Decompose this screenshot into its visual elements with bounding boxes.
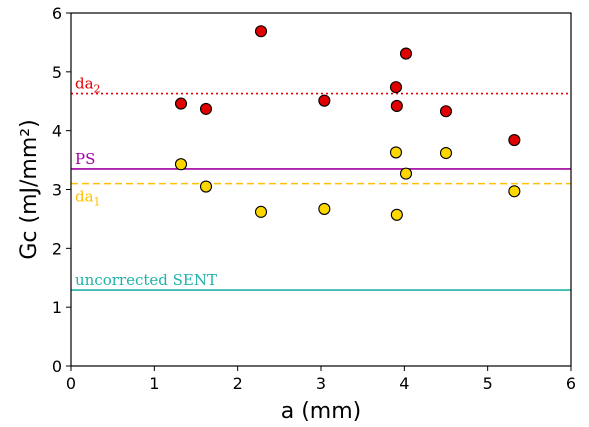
reference-line-label: da1: [75, 188, 101, 209]
reference-line-label: uncorrected SENT: [75, 271, 217, 289]
data-point: [399, 47, 413, 60]
data-point: [390, 208, 403, 221]
y-tick-label: 4: [52, 122, 62, 141]
x-tick-label: 5: [483, 374, 493, 393]
reference-line-label: PS: [75, 150, 95, 168]
y-axis-label: Gc (mJ/mm²): [17, 119, 42, 259]
y-tick-label: 1: [52, 298, 62, 317]
data-point: [508, 185, 521, 198]
data-point: [508, 134, 521, 147]
data-point: [399, 167, 413, 180]
x-tick-label: 4: [399, 374, 409, 393]
data-points: [174, 25, 521, 221]
data-point: [318, 202, 331, 215]
y-tick-label: 2: [52, 239, 62, 258]
axis-ticks: 0 1 2 3 4 5 6 0 1 2 3 4 5 6: [52, 4, 576, 393]
x-tick-label: 1: [149, 374, 159, 393]
x-tick-label: 3: [316, 374, 326, 393]
data-point: [254, 25, 268, 38]
data-point: [389, 81, 403, 94]
data-point: [174, 97, 188, 110]
x-axis-label: a (mm): [281, 399, 362, 424]
reference-line-subscript: 1: [94, 196, 101, 209]
y-tick-label: 6: [52, 4, 62, 23]
data-point: [439, 146, 453, 160]
x-tick-label: 2: [233, 374, 243, 393]
data-point: [318, 94, 331, 107]
data-point: [199, 180, 213, 193]
data-point: [254, 205, 268, 218]
reference-line-label: da2: [75, 75, 101, 96]
data-point: [174, 158, 188, 171]
y-tick-label: 3: [52, 181, 62, 200]
plot-area-frame: [70, 12, 572, 367]
data-point: [390, 99, 403, 113]
data-point: [389, 146, 403, 159]
x-tick-label: 6: [566, 374, 576, 393]
y-tick-label: 0: [52, 357, 62, 376]
y-tick-label: 5: [52, 63, 62, 82]
data-point: [439, 105, 453, 118]
data-point: [199, 102, 213, 115]
x-tick-label: 0: [66, 374, 76, 393]
reference-line-subscript: 2: [94, 83, 101, 96]
reference-lines: da2 PS da1 uncorrected SENT: [71, 75, 571, 291]
